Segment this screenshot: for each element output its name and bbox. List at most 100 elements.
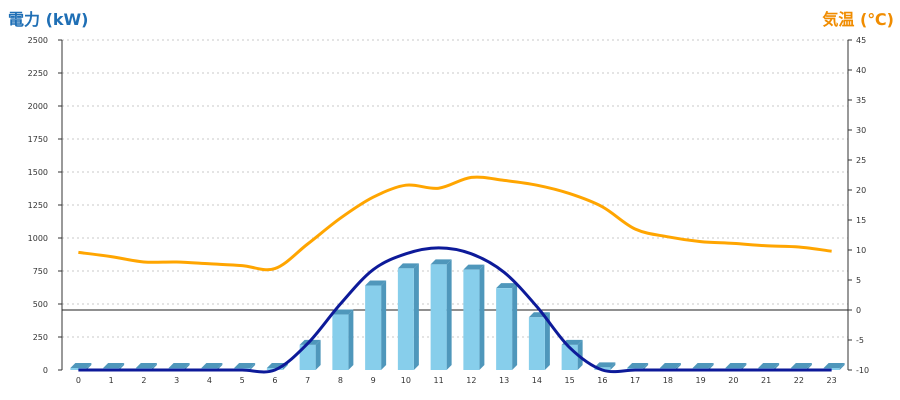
x-tick-label: 14 (532, 376, 542, 385)
x-tick-label: 17 (630, 376, 640, 385)
x-tick-label: 0 (76, 376, 81, 385)
right-tick-label: 45 (856, 36, 866, 45)
bar-side (348, 309, 354, 370)
bar-top (594, 362, 616, 368)
bar-side (741, 363, 747, 370)
x-tick-label: 19 (696, 376, 706, 385)
x-tick-label: 2 (141, 376, 146, 385)
x-tick-label: 6 (272, 376, 277, 385)
x-tick-label: 10 (401, 376, 411, 385)
power-bar (463, 269, 480, 370)
temperature-axis-title: 気温 (℃) (822, 10, 894, 29)
bar-side (512, 283, 518, 370)
power-axis-title: 電力 (kW) (8, 10, 89, 29)
x-tick-label: 3 (174, 376, 179, 385)
bar-side (774, 363, 780, 370)
bar-top (463, 264, 485, 270)
right-tick-label: 20 (856, 186, 866, 195)
bar-side (315, 339, 321, 370)
x-tick-label: 9 (371, 376, 376, 385)
left-tick-label: 2250 (28, 69, 48, 78)
left-tick-label: 250 (33, 333, 48, 342)
x-tick-label: 16 (597, 376, 607, 385)
right-tick-label: -10 (856, 366, 869, 375)
bar-top (692, 363, 714, 368)
bar-top (397, 263, 419, 269)
x-tick-label: 18 (663, 376, 673, 385)
bar-top (430, 259, 452, 265)
bar-top (823, 363, 845, 368)
bar-side (413, 263, 419, 370)
power-bar (430, 264, 447, 370)
power-curve-line (78, 246, 832, 374)
bar-side (217, 363, 223, 370)
x-tick-label: 4 (207, 376, 212, 385)
x-tick-label: 22 (794, 376, 804, 385)
bar-side (643, 363, 649, 370)
left-tick-label: 2500 (28, 36, 48, 45)
x-tick-label: 15 (565, 376, 575, 385)
x-tick-label: 13 (499, 376, 509, 385)
bar-side (381, 280, 387, 370)
x-tick-label: 23 (827, 376, 837, 385)
bar-side (151, 363, 157, 370)
x-tick-label: 8 (338, 376, 343, 385)
bar-side (86, 363, 92, 370)
bar-top (758, 363, 780, 368)
bar-side (675, 363, 681, 370)
bar-top (168, 363, 190, 368)
bar-side (708, 363, 714, 370)
bar-side (250, 363, 256, 370)
bar-side (184, 363, 190, 370)
bar-top (496, 283, 518, 289)
x-tick-label: 11 (434, 376, 444, 385)
bar-side (610, 362, 616, 370)
right-tick-label: 0 (856, 306, 861, 315)
left-tick-label: 500 (33, 300, 48, 309)
bar-top (790, 363, 812, 368)
left-tick-label: 750 (33, 267, 48, 276)
left-tick-label: 2000 (28, 102, 48, 111)
right-tick-label: 10 (856, 246, 866, 255)
x-tick-label: 7 (305, 376, 310, 385)
bar-top (725, 363, 747, 368)
bar-side (806, 363, 812, 370)
bar-top (627, 363, 649, 368)
bar-side (544, 312, 550, 370)
right-tick-label: 15 (856, 216, 866, 225)
left-tick-label: 1500 (28, 168, 48, 177)
left-tick-label: 1750 (28, 135, 48, 144)
x-tick-label: 21 (761, 376, 771, 385)
power-bar (397, 268, 414, 370)
right-tick-label: -5 (856, 336, 864, 345)
left-tick-label: 1000 (28, 234, 48, 243)
power-bar (496, 288, 513, 370)
bar-side (119, 363, 125, 370)
bar-top (332, 309, 354, 315)
right-tick-label: 40 (856, 66, 866, 75)
right-tick-label: 25 (856, 156, 866, 165)
bar-top (135, 363, 157, 368)
right-tick-label: 5 (856, 276, 861, 285)
right-tick-label: 30 (856, 126, 866, 135)
left-tick-label: 0 (43, 366, 48, 375)
power-bar (365, 285, 382, 370)
left-tick-label: 1250 (28, 201, 48, 210)
x-tick-label: 12 (466, 376, 476, 385)
bar-top (70, 363, 92, 368)
power-bar (528, 317, 545, 370)
temperature-line (78, 175, 832, 272)
power-bar (299, 344, 316, 370)
x-tick-label: 5 (240, 376, 245, 385)
right-tick-label: 35 (856, 96, 866, 105)
x-tick-label: 1 (109, 376, 114, 385)
power-bar (332, 314, 349, 370)
bar-top (103, 363, 125, 368)
bar-top (659, 363, 681, 368)
bar-side (446, 259, 452, 370)
x-tick-label: 20 (728, 376, 738, 385)
bar-top (365, 280, 387, 286)
bar-top (234, 363, 256, 368)
bar-side (479, 264, 485, 370)
